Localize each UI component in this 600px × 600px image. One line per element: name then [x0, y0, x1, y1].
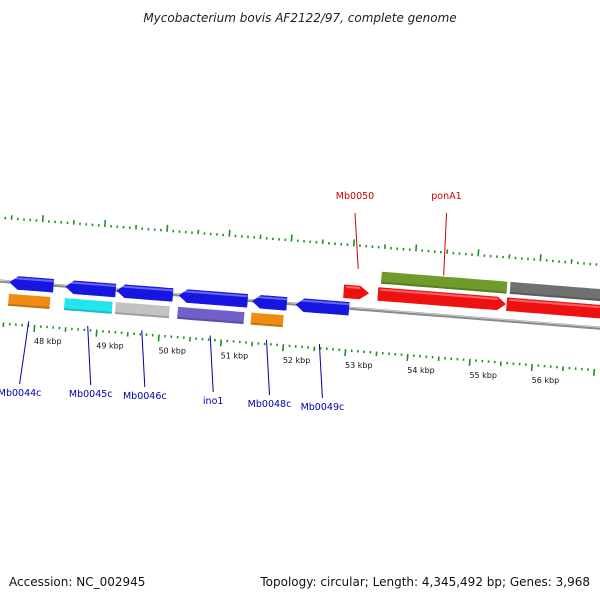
feature-track: [8, 271, 600, 328]
gene-mb0046c[interactable]: [116, 284, 174, 302]
major-tick: [104, 219, 107, 228]
major-tick: [157, 334, 160, 342]
product-mb0045c[interactable]: [63, 298, 113, 314]
tick-track-outer: [4, 215, 598, 266]
major-tick: [41, 215, 44, 223]
major-tick: [406, 353, 409, 362]
tick-label-48-kbp: 48 kbp: [34, 337, 62, 346]
tick-label-56-kbp: 56 kbp: [532, 376, 560, 385]
tick-label-49-kbp: 49 kbp: [96, 342, 124, 351]
label-pona1[interactable]: ponA1: [431, 191, 461, 202]
leader-mb0049c: [318, 343, 323, 399]
major-tick: [33, 324, 36, 332]
gene-ino1[interactable]: [178, 289, 249, 308]
gene-highlight: [380, 288, 498, 300]
product-ino1[interactable]: [177, 306, 245, 324]
leader-mb0044c: [19, 321, 30, 385]
product-shade: [63, 308, 112, 314]
tick-label-54-kbp: 54 kbp: [407, 366, 435, 375]
product-mb0044c[interactable]: [8, 293, 51, 309]
leader-mb0046c: [141, 330, 146, 388]
tick-label-55-kbp: 55 kbp: [469, 371, 497, 380]
leader-mb0048c: [266, 339, 270, 396]
product-feature-8[interactable]: [509, 281, 600, 302]
tick-label-52-kbp: 52 kbp: [283, 356, 311, 365]
major-tick: [95, 329, 98, 337]
product-mb0048c[interactable]: [250, 312, 284, 328]
accession-text: Accession: NC_002945: [9, 575, 145, 589]
product-shade: [380, 281, 507, 294]
gene-mb0044c[interactable]: [9, 276, 55, 293]
major-tick: [539, 254, 542, 262]
product-mb0046c[interactable]: [114, 302, 170, 319]
label-mb0044c[interactable]: Mb0044c: [0, 388, 41, 399]
gene-feature-8[interactable]: [506, 297, 600, 319]
tick-label-53-kbp: 53 kbp: [345, 361, 373, 370]
gene-highlight: [254, 295, 287, 301]
tick-label-51-kbp: 51 kbp: [221, 351, 249, 360]
leader-ino1: [209, 335, 214, 393]
gene-highlight: [509, 298, 600, 309]
product-shade: [8, 303, 50, 309]
gene-highlight: [298, 299, 350, 306]
product-pona1[interactable]: [380, 271, 508, 294]
label-mb0046c[interactable]: Mb0046c: [123, 391, 167, 402]
major-tick: [290, 234, 293, 242]
major-tick: [166, 224, 169, 232]
gene-mb0045c[interactable]: [65, 280, 117, 298]
map-title: Mycobacterium bovis AF2122/97, complete …: [143, 11, 456, 25]
label-mb0050[interactable]: Mb0050: [336, 191, 374, 202]
major-tick: [415, 244, 418, 252]
gene-mb0048c[interactable]: [252, 295, 288, 311]
product-shade: [509, 291, 600, 302]
tick-track-inner: 48 kbp 49 kbp 50 kbp 51 kbp 52 kbp 53 kbp 54 k…: [2, 322, 596, 385]
major-tick: [530, 363, 533, 371]
gene-mb0050[interactable]: [343, 284, 370, 300]
gene-highlight: [119, 285, 174, 292]
leader-mb0045c: [87, 325, 92, 386]
label-mb0045c[interactable]: Mb0045c: [69, 389, 113, 400]
gene-highlight: [181, 290, 248, 298]
product-shade: [250, 322, 283, 328]
gene-highlight: [12, 277, 54, 283]
leader-mb0050: [354, 212, 359, 269]
gene-pona1[interactable]: [377, 287, 506, 311]
product-shade: [114, 312, 170, 319]
leader-pona1: [443, 212, 447, 276]
major-tick: [219, 339, 222, 347]
genome-summary-text: Topology: circular; Length: 4,345,492 bp…: [259, 575, 590, 589]
major-tick: [352, 239, 355, 247]
major-tick: [228, 229, 231, 237]
label-mb0049c[interactable]: Mb0049c: [301, 402, 345, 413]
major-tick: [344, 349, 347, 357]
feature-labels: Mb0044c Mb0045c Mb0046c ino1 Mb0048c Mb0049c M…: [0, 191, 462, 413]
gene-highlight: [346, 286, 361, 290]
major-tick: [593, 368, 596, 376]
gene-highlight: [68, 281, 116, 287]
major-tick: [468, 358, 471, 366]
label-mb0048c[interactable]: Mb0048c: [248, 399, 292, 410]
gene-mb0049c[interactable]: [295, 298, 350, 316]
major-tick: [282, 344, 285, 352]
tick-label-50-kbp: 50 kbp: [158, 347, 186, 356]
product-shade: [177, 316, 244, 324]
major-tick: [477, 249, 480, 257]
label-ino1[interactable]: ino1: [203, 396, 224, 407]
